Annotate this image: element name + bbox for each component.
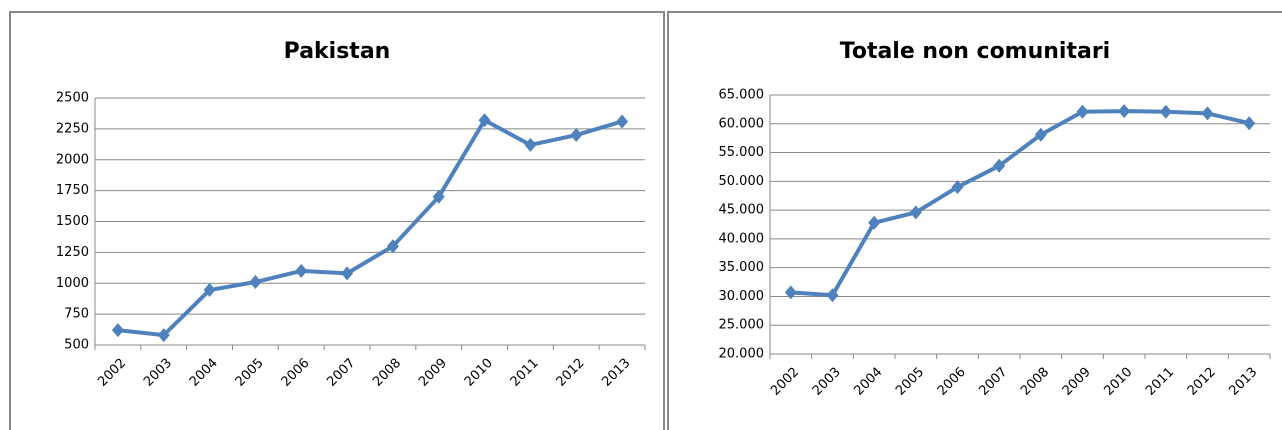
marker — [1034, 127, 1047, 142]
y-tick-label: 1500 — [56, 214, 89, 229]
chart-title: Pakistan — [284, 39, 391, 64]
x-tick-label: 2003 — [141, 356, 175, 390]
y-tick-label: 30.000 — [719, 289, 765, 304]
y-tick-label: 65.000 — [719, 88, 765, 103]
marker — [784, 285, 797, 300]
y-tick-label: 55.000 — [719, 145, 765, 160]
marker — [826, 288, 839, 303]
marker — [868, 215, 881, 230]
y-tick-label: 1000 — [56, 276, 89, 291]
y-tick-label: 50.000 — [719, 174, 765, 189]
marker — [909, 205, 922, 220]
x-tick-label: 2012 — [1185, 365, 1219, 399]
x-tick-label: 2006 — [935, 365, 969, 399]
marker — [341, 266, 354, 281]
marker — [1118, 104, 1131, 119]
marker — [386, 239, 399, 254]
chart-title: Totale non comunitari — [840, 39, 1110, 64]
marker — [570, 128, 583, 143]
x-tick-label: 2012 — [554, 356, 588, 390]
marker — [1159, 104, 1172, 119]
y-tick-label: 25.000 — [719, 318, 765, 333]
y-tick-label: 1750 — [56, 183, 89, 198]
x-tick-label: 2011 — [508, 356, 542, 390]
x-tick-label: 2010 — [462, 356, 496, 390]
x-tick-label: 2010 — [1101, 365, 1135, 399]
x-tick-label: 2004 — [851, 365, 885, 399]
marker — [295, 263, 308, 278]
series-line — [790, 109, 1250, 298]
marker — [432, 189, 445, 204]
x-tick-label: 2005 — [893, 365, 927, 399]
y-tick-label: 1250 — [56, 245, 89, 260]
x-tick-label: 2003 — [810, 365, 844, 399]
x-tick-label: 2002 — [95, 356, 129, 390]
marker — [524, 137, 537, 152]
y-tick-label: 40.000 — [719, 231, 765, 246]
x-tick-label: 2007 — [976, 365, 1010, 399]
marker — [1243, 116, 1256, 131]
x-tick-label: 2008 — [370, 356, 404, 390]
panel-border — [667, 11, 1282, 430]
x-tick-label: 2007 — [324, 356, 358, 390]
y-tick-label: 2500 — [56, 91, 89, 106]
marker — [1076, 104, 1089, 119]
marker — [157, 328, 170, 343]
y-tick-label: 60.000 — [719, 116, 765, 131]
x-tick-label: 2008 — [1018, 365, 1052, 399]
y-tick-label: 45.000 — [719, 203, 765, 218]
panel-border — [9, 11, 665, 430]
y-tick-label: 20.000 — [719, 347, 765, 362]
marker — [203, 283, 216, 298]
x-tick-label: 2009 — [1060, 365, 1094, 399]
x-tick-label: 2013 — [599, 356, 633, 390]
marker — [1201, 106, 1214, 121]
marker — [111, 323, 124, 338]
marker — [616, 114, 629, 129]
x-tick-label: 2002 — [768, 365, 802, 399]
x-tick-label: 2009 — [416, 356, 450, 390]
marker — [993, 158, 1006, 173]
y-tick-label: 2000 — [56, 152, 89, 167]
x-tick-label: 2004 — [187, 356, 221, 390]
y-tick-label: 500 — [64, 338, 89, 353]
x-tick-label: 2006 — [279, 356, 313, 390]
x-tick-label: 2013 — [1226, 365, 1260, 399]
y-tick-label: 35.000 — [719, 260, 765, 275]
x-tick-label: 2005 — [233, 356, 267, 390]
series-line — [117, 118, 623, 338]
marker — [951, 180, 964, 195]
marker — [478, 113, 491, 128]
y-tick-label: 750 — [64, 307, 89, 322]
marker — [249, 275, 262, 290]
y-tick-label: 2250 — [56, 121, 89, 136]
x-tick-label: 2011 — [1143, 365, 1177, 399]
